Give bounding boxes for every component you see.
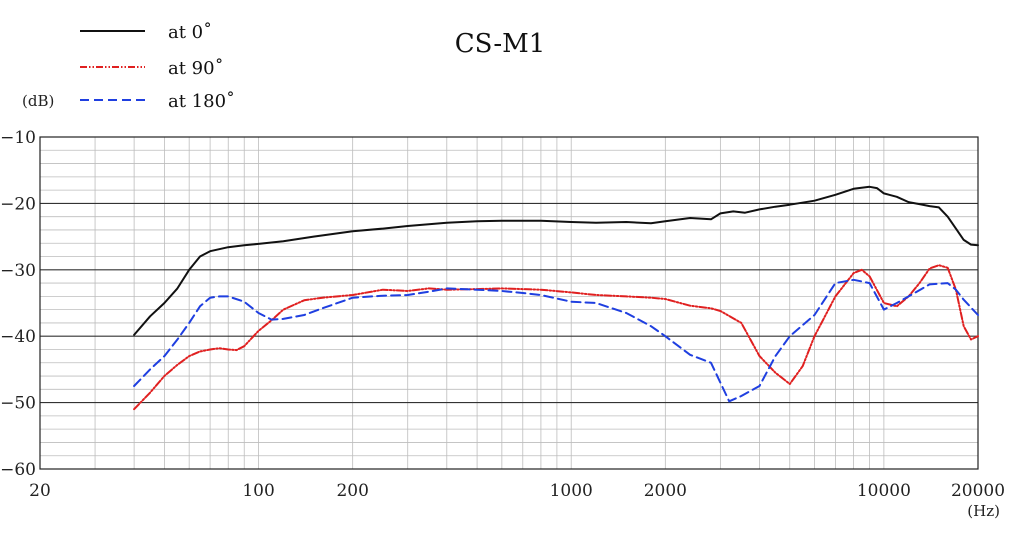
- y-tick-label: −20: [0, 194, 36, 214]
- legend-label-1: at 90˚: [168, 57, 224, 79]
- series-line-1: [133, 264, 979, 411]
- y-axis-unit: (dB): [22, 92, 54, 110]
- y-tick-label: −60: [0, 460, 36, 480]
- plot-frame: [39, 136, 979, 470]
- x-tick-label: 20: [29, 481, 51, 501]
- x-axis-unit: (Hz): [967, 502, 1000, 520]
- series-line-0: [133, 185, 979, 336]
- chart-title: CS-M1: [455, 29, 546, 59]
- x-tick-label: 1000: [550, 481, 593, 501]
- x-tick-label: 2000: [644, 481, 687, 501]
- x-tick-label: 20000: [951, 481, 1005, 501]
- y-axis-ticks: −10 −20 −30 −40 −50 −60: [0, 128, 36, 480]
- x-tick-label: 10000: [857, 481, 911, 501]
- series-line-2: [133, 278, 979, 403]
- legend: at 0˚ at 90˚ at 180˚: [80, 21, 235, 112]
- legend-label-0: at 0˚: [168, 21, 212, 43]
- y-tick-label: −40: [0, 327, 36, 347]
- series-group: [133, 185, 979, 411]
- y-tick-label: −30: [0, 261, 36, 281]
- y-tick-label: −10: [0, 128, 36, 148]
- legend-label-2: at 180˚: [168, 90, 235, 112]
- x-axis-ticks: 20 100 200 1000 2000 10000 20000: [29, 481, 1005, 501]
- grid: [40, 137, 978, 469]
- x-tick-label: 200: [336, 481, 368, 501]
- x-tick-label: 100: [242, 481, 274, 501]
- y-tick-label: −50: [0, 394, 36, 414]
